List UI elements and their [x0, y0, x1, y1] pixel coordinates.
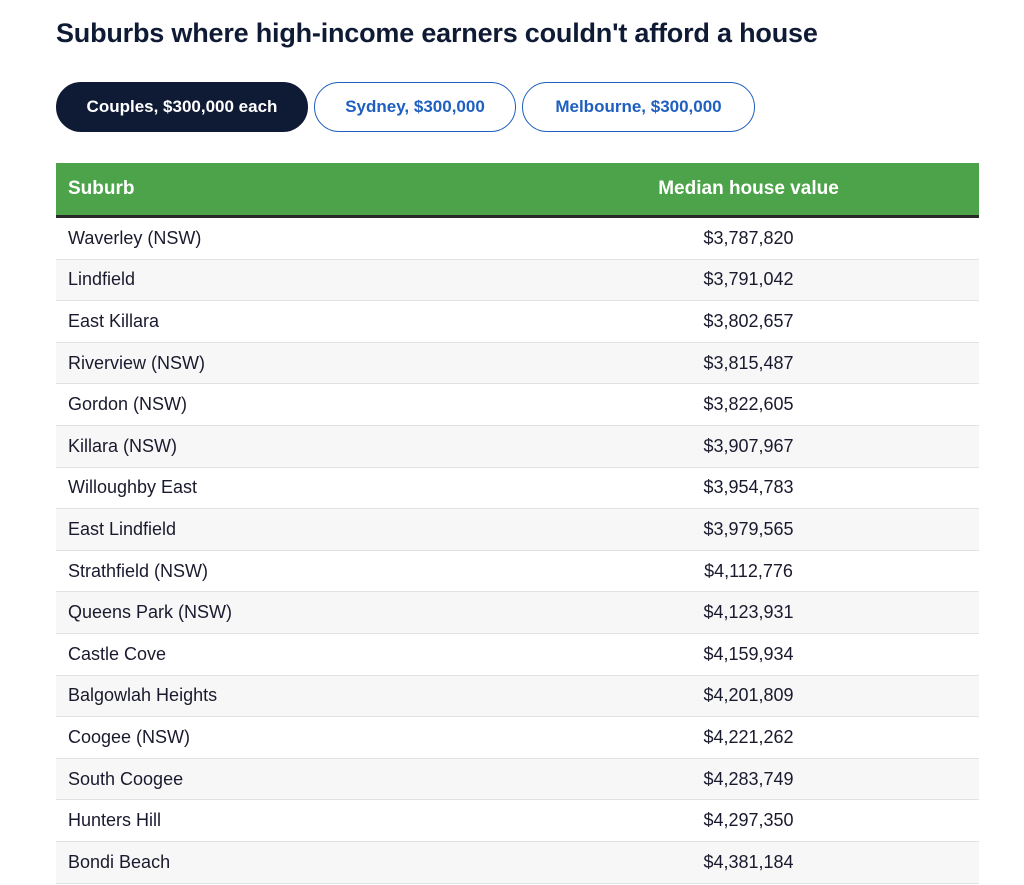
- table-row: Queens Park (NSW) $4,123,931: [56, 591, 979, 634]
- cell-suburb: South Coogee: [56, 758, 518, 801]
- cell-median-value: $4,381,184: [518, 841, 979, 884]
- cell-median-value: $3,954,783: [518, 467, 979, 510]
- table-row: East Lindfield $3,979,565: [56, 508, 979, 551]
- cell-median-value: $4,283,749: [518, 758, 979, 801]
- cell-median-value: $4,112,776: [518, 550, 979, 593]
- table-row: Castle Cove $4,159,934: [56, 633, 979, 676]
- table-row: Coogee (NSW) $4,221,262: [56, 716, 979, 759]
- cell-median-value: $3,791,042: [518, 259, 979, 302]
- table-row: Gordon (NSW) $3,822,605: [56, 383, 979, 426]
- table-row: Waverley (NSW) $3,787,820: [56, 216, 979, 260]
- table-row: South Coogee $4,283,749: [56, 758, 979, 801]
- table-row: Balgowlah Heights $4,201,809: [56, 675, 979, 718]
- cell-median-value: $3,787,820: [518, 216, 979, 260]
- table-row: Lindfield $3,791,042: [56, 259, 979, 302]
- cell-median-value: $4,297,350: [518, 799, 979, 842]
- filter-tabs: Couples, $300,000 each Sydney, $300,000 …: [56, 82, 755, 132]
- cell-suburb: Gordon (NSW): [56, 383, 518, 426]
- cell-suburb: East Lindfield: [56, 508, 518, 551]
- header-suburb[interactable]: Suburb: [56, 163, 518, 218]
- cell-suburb: Coogee (NSW): [56, 716, 518, 759]
- table-row: Willoughby East $3,954,783: [56, 467, 979, 510]
- cell-median-value: $4,123,931: [518, 591, 979, 634]
- cell-suburb: Balgowlah Heights: [56, 675, 518, 718]
- cell-median-value: $3,822,605: [518, 383, 979, 426]
- cell-suburb: Riverview (NSW): [56, 342, 518, 385]
- table-row: Hunters Hill $4,297,350: [56, 799, 979, 842]
- cell-suburb: Killara (NSW): [56, 425, 518, 468]
- cell-median-value: $3,802,657: [518, 300, 979, 343]
- cell-median-value: $4,201,809: [518, 675, 979, 718]
- table-row: Strathfield (NSW) $4,112,776: [56, 550, 979, 593]
- cell-median-value: $3,907,967: [518, 425, 979, 468]
- page-title: Suburbs where high-income earners couldn…: [56, 18, 818, 48]
- cell-median-value: $3,979,565: [518, 508, 979, 551]
- tab-sydney[interactable]: Sydney, $300,000: [314, 82, 516, 132]
- cell-suburb: Strathfield (NSW): [56, 550, 518, 593]
- cell-suburb: Castle Cove: [56, 633, 518, 676]
- cell-suburb: Queens Park (NSW): [56, 591, 518, 634]
- cell-suburb: Willoughby East: [56, 467, 518, 510]
- cell-suburb: Lindfield: [56, 259, 518, 302]
- table-row: Riverview (NSW) $3,815,487: [56, 342, 979, 385]
- header-median-value[interactable]: Median house value: [518, 163, 979, 218]
- suburb-table: Suburb Median house value Waverley (NSW)…: [56, 163, 979, 884]
- table-body: Waverley (NSW) $3,787,820 Lindfield $3,791,…: [56, 216, 979, 884]
- cell-suburb: Waverley (NSW): [56, 216, 518, 260]
- tab-melbourne[interactable]: Melbourne, $300,000: [522, 82, 755, 132]
- table-row: Killara (NSW) $3,907,967: [56, 425, 979, 468]
- tab-couples[interactable]: Couples, $300,000 each: [56, 82, 308, 132]
- table-row: Bondi Beach $4,381,184: [56, 841, 979, 884]
- cell-median-value: $4,159,934: [518, 633, 979, 676]
- cell-suburb: East Killara: [56, 300, 518, 343]
- table-header-row: Suburb Median house value: [56, 163, 979, 218]
- cell-median-value: $4,221,262: [518, 716, 979, 759]
- table-row: East Killara $3,802,657: [56, 300, 979, 343]
- cell-suburb: Bondi Beach: [56, 841, 518, 884]
- cell-median-value: $3,815,487: [518, 342, 979, 385]
- cell-suburb: Hunters Hill: [56, 799, 518, 842]
